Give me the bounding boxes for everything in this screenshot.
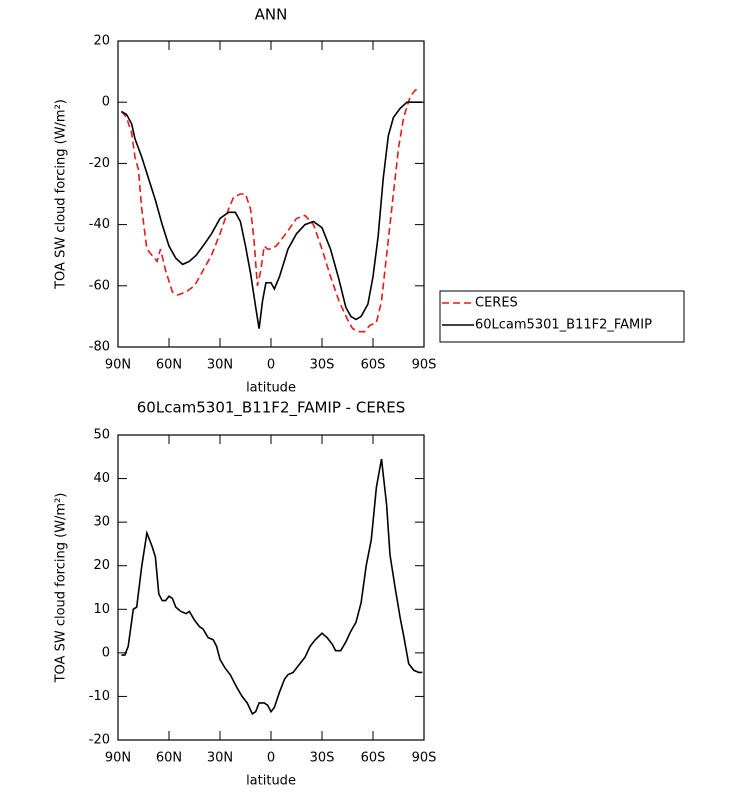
- legend-label: CERES: [475, 296, 518, 311]
- x-tick-label: 90S: [412, 358, 437, 373]
- y-tick-label: 20: [93, 558, 110, 573]
- line-series: [120, 89, 421, 333]
- line-series: [121, 458, 423, 716]
- x-tick-label: 90S: [412, 751, 437, 766]
- x-tick-label: 30N: [207, 751, 233, 766]
- y-tick-label: -40: [89, 217, 110, 232]
- x-tick-label: 60N: [156, 358, 182, 373]
- x-tick-label: 0: [267, 751, 275, 766]
- y-tick-label: -60: [89, 278, 110, 293]
- y-tick-label: 40: [93, 471, 110, 486]
- x-axis-label: latitude: [246, 381, 296, 396]
- y-axis-label: TOA SW cloud forcing (W/m²): [54, 99, 69, 290]
- y-tick-label: 10: [93, 602, 110, 617]
- chart-title: 60Lcam5301_B11F2_FAMIP - CERES: [137, 399, 405, 418]
- x-tick-label: 30S: [310, 751, 335, 766]
- legend-box: [439, 290, 685, 343]
- x-tick-label: 60S: [361, 358, 386, 373]
- x-tick-label: 30N: [207, 358, 233, 373]
- line-series: [120, 101, 423, 329]
- plot-frame: [117, 434, 425, 741]
- y-tick-label: -80: [89, 340, 110, 355]
- y-tick-label: 20: [93, 34, 110, 49]
- y-axis-label: TOA SW cloud forcing (W/m²): [54, 493, 69, 684]
- legend-label: 60Lcam5301_B11F2_FAMIP: [475, 318, 652, 333]
- x-tick-label: 60S: [361, 751, 386, 766]
- chart-title: ANN: [255, 6, 288, 24]
- y-tick-label: -10: [89, 689, 110, 704]
- y-tick-label: 30: [93, 515, 110, 530]
- y-tick-label: -20: [89, 156, 110, 171]
- x-axis-label: latitude: [246, 774, 296, 789]
- y-tick-label: 0: [102, 645, 110, 660]
- y-tick-label: 50: [93, 428, 110, 443]
- x-tick-label: 90N: [105, 751, 131, 766]
- x-tick-label: 90N: [105, 358, 131, 373]
- x-tick-label: 30S: [310, 358, 335, 373]
- y-tick-label: 0: [102, 95, 110, 110]
- x-tick-label: 0: [267, 358, 275, 373]
- x-tick-label: 60N: [156, 751, 182, 766]
- y-tick-label: -20: [89, 733, 110, 748]
- plot-frame: [117, 40, 425, 348]
